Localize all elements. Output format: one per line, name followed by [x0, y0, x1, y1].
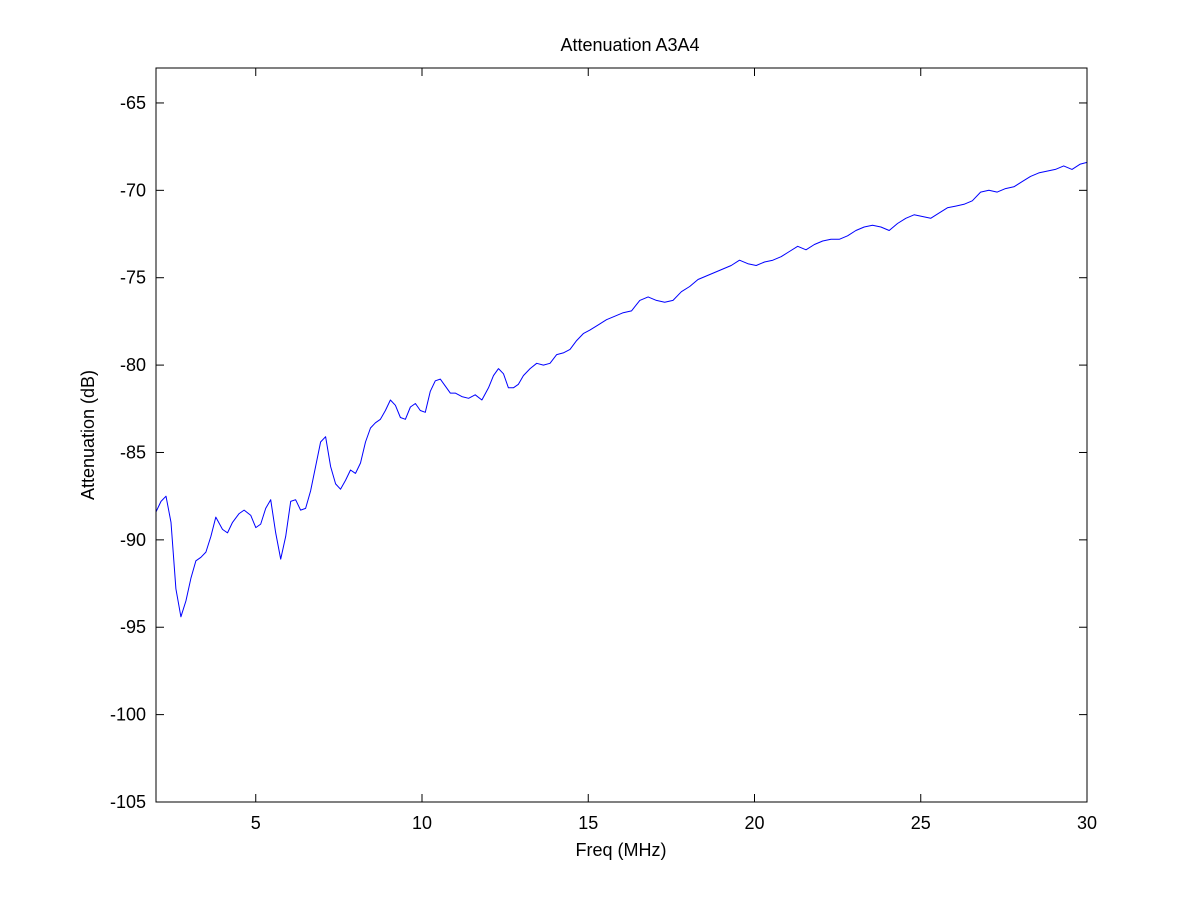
plot-area	[156, 68, 1087, 802]
x-tick-label: 5	[251, 813, 261, 833]
x-tick-label: 15	[578, 813, 598, 833]
x-axis-ticks: 5 10 15 20 25 30	[251, 68, 1097, 833]
y-tick-label: -65	[120, 93, 146, 113]
y-tick-label: -105	[110, 792, 146, 812]
y-axis-label: Attenuation (dB)	[78, 370, 98, 500]
x-tick-label: 10	[412, 813, 432, 833]
series-group	[155, 161, 1088, 618]
y-tick-label: -70	[120, 180, 146, 200]
y-tick-label: -85	[120, 442, 146, 462]
x-tick-label: 20	[744, 813, 764, 833]
chart-title: Attenuation A3A4	[560, 35, 699, 55]
y-tick-label: -100	[110, 705, 146, 725]
y-tick-label: -75	[120, 268, 146, 288]
y-tick-label: -95	[120, 617, 146, 637]
y-tick-label: -80	[120, 355, 146, 375]
attenuation-series-line	[155, 161, 1088, 618]
x-axis-label: Freq (MHz)	[576, 840, 667, 860]
plot-frame	[155, 67, 1088, 803]
x-tick-label: 30	[1077, 813, 1097, 833]
y-tick-label: -90	[120, 530, 146, 550]
x-tick-label: 25	[911, 813, 931, 833]
y-axis-ticks: -105 -100 -95 -90 -85 -80 -75 -70 -65	[110, 93, 1087, 812]
